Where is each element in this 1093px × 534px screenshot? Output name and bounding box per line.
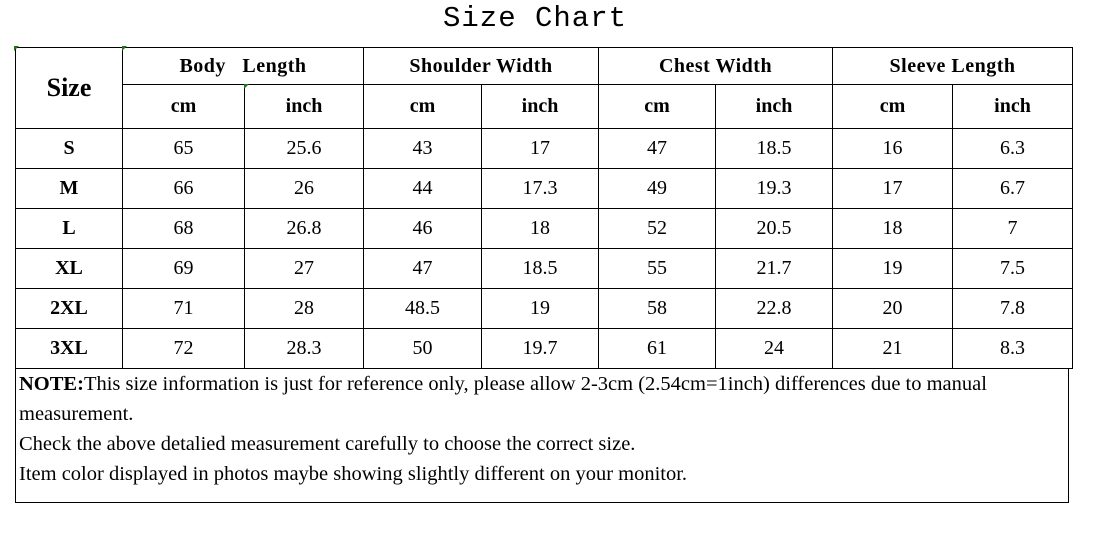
unit-header: inch [952,84,1074,129]
table-cell: 7.8 [952,288,1074,329]
table-cell: 20.5 [714,208,834,249]
table-cell: 22.8 [714,288,834,329]
table-cell: 68 [122,208,245,249]
table-cell: 19.7 [481,328,599,369]
table-row: 3XL 72 28.3 50 19.7 61 24 21 8.3 [15,328,1074,369]
table-cell: 6.3 [952,128,1074,169]
size-label: 3XL [15,328,123,369]
table-cell: 48.5 [363,288,482,329]
cell-marker-icon [122,46,127,51]
table-cell: 47 [598,128,716,169]
size-chart-table: Size Body Length Shoulder Width Chest Wi… [15,47,1074,369]
table-row: 2XL 71 28 48.5 19 58 22.8 20 7.8 [15,288,1074,329]
unit-header: cm [122,84,245,129]
group-header: Shoulder Width [363,47,599,85]
table-cell: 17 [481,128,599,169]
table-row: L 68 26.8 46 18 52 20.5 18 7 [15,208,1074,249]
table-cell: 18 [832,208,954,249]
table-cell: 27 [244,248,364,289]
table-row: M 66 26 44 17.3 49 19.3 17 6.7 [15,168,1074,209]
table-cell: 25.6 [244,128,364,169]
table-cell: 71 [122,288,245,329]
table-cell: 19 [832,248,954,289]
note-box: NOTE:This size information is just for r… [15,368,1069,503]
table-cell: 18.5 [481,248,599,289]
table-cell: 24 [714,328,834,369]
table-cell: 20 [832,288,954,329]
size-label: S [15,128,123,169]
table-cell: 7 [952,208,1074,249]
table-cell: 26 [244,168,364,209]
unit-header: inch [481,84,599,129]
table-row: XL 69 27 47 18.5 55 21.7 19 7.5 [15,248,1074,289]
table-cell: 7.5 [952,248,1074,289]
table-cell: 16 [832,128,954,169]
table-cell: 47 [363,248,482,289]
table-cell: 17.3 [481,168,599,209]
note-line: This size information is just for refere… [19,373,987,425]
unit-header: inch [244,84,364,129]
table-cell: 72 [122,328,245,369]
table-cell: 46 [363,208,482,249]
table-cell: 21 [832,328,954,369]
size-label: L [15,208,123,249]
table-cell: 21.7 [714,248,834,289]
table-cell: 52 [598,208,716,249]
group-header: Sleeve Length [832,47,1074,85]
table-cell: 55 [598,248,716,289]
table-cell: 65 [122,128,245,169]
unit-header: cm [832,84,954,129]
table-cell: 43 [363,128,482,169]
table-cell: 61 [598,328,716,369]
header-row-units: cm inch cm inch cm inch cm inch [16,84,1074,129]
table-cell: 8.3 [952,328,1074,369]
cell-marker-icon [14,46,19,51]
table-cell: 69 [122,248,245,289]
table-cell: 50 [363,328,482,369]
table-cell: 17 [832,168,954,209]
table-row: S 65 25.6 43 17 47 18.5 16 6.3 [15,128,1074,169]
header-row-groups: Size Body Length Shoulder Width Chest Wi… [15,47,1074,129]
unit-header: cm [598,84,716,129]
table-cell: 18 [481,208,599,249]
table-cell: 19 [481,288,599,329]
table-cell: 26.8 [244,208,364,249]
table-cell: 6.7 [952,168,1074,209]
table-cell: 44 [363,168,482,209]
table-cell: 19.3 [714,168,834,209]
page-title: Size Chart [442,2,628,35]
note-line: Check the above detalied measurement car… [19,433,636,455]
table-cell: 18.5 [714,128,834,169]
table-cell: 58 [598,288,716,329]
unit-header: cm [363,84,482,129]
cell-marker-icon [244,84,249,89]
size-label: XL [15,248,123,289]
size-label: 2XL [15,288,123,329]
note-line: Item color displayed in photos maybe sho… [19,463,688,485]
table-cell: 66 [122,168,245,209]
size-header: Size [15,47,123,129]
group-header: Body Length [122,47,364,85]
note-label: NOTE: [19,373,84,395]
table-cell: 28.3 [244,328,364,369]
group-header: Chest Width [597,47,834,85]
size-label: M [15,168,123,209]
table-cell: 28 [244,288,364,329]
table-cell: 49 [598,168,716,209]
unit-header: inch [714,84,834,129]
